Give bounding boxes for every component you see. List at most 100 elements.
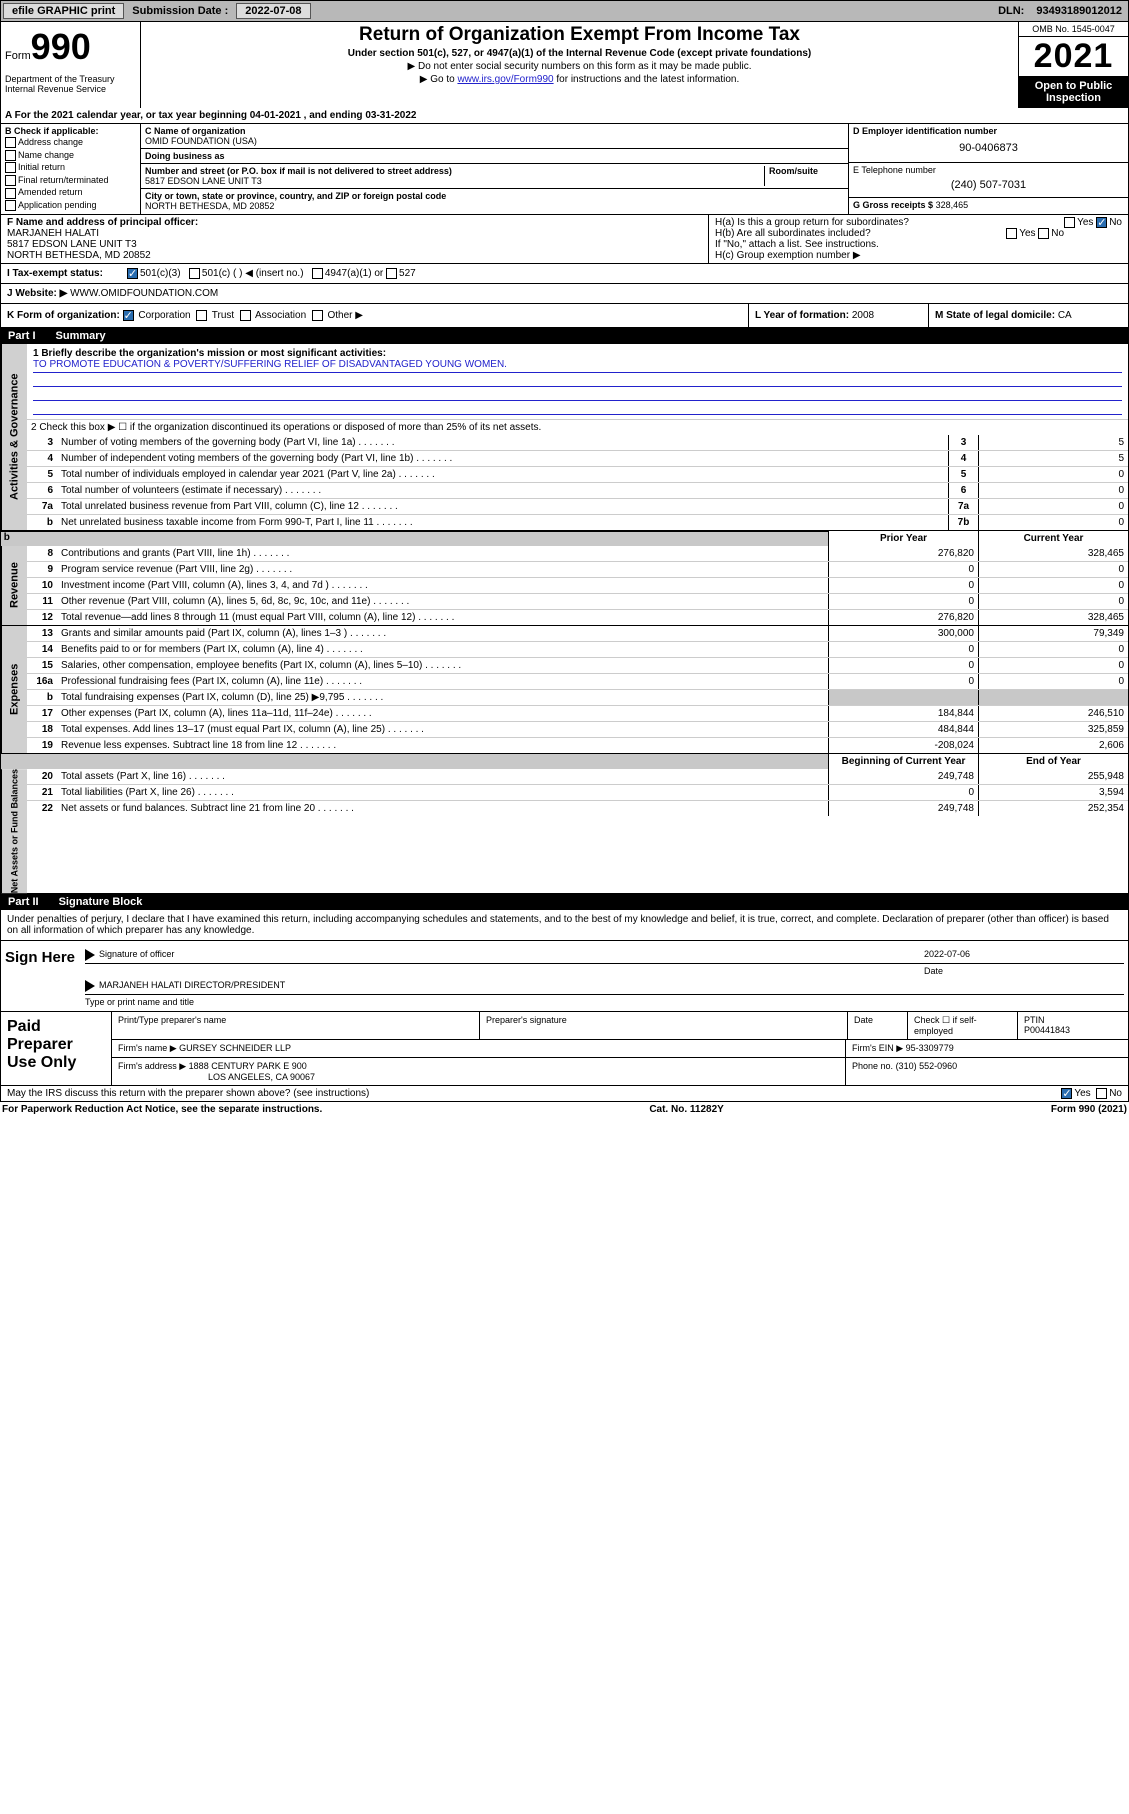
firm-name: GURSEY SCHNEIDER LLP	[179, 1043, 291, 1053]
summary-line: 12Total revenue—add lines 8 through 11 (…	[27, 609, 1128, 625]
chk-4947[interactable]	[312, 268, 323, 279]
submission-label: Submission Date :	[126, 5, 234, 17]
ptin-value: P00441843	[1024, 1025, 1122, 1035]
firm-addr2: LOS ANGELES, CA 90067	[118, 1072, 839, 1082]
irs-label: Internal Revenue Service	[5, 84, 136, 94]
lbl-trust: Trust	[212, 310, 234, 321]
city-value: NORTH BETHESDA, MD 20852	[145, 201, 844, 211]
summary-line: 4Number of independent voting members of…	[27, 450, 1128, 466]
summary-line: 13Grants and similar amounts paid (Part …	[27, 626, 1128, 641]
firm-name-label: Firm's name ▶	[118, 1043, 177, 1053]
year-box: OMB No. 1545-0047 2021 Open to Public In…	[1018, 22, 1128, 108]
chk-final-return[interactable]: Final return/terminated	[5, 174, 136, 187]
firm-addr-label: Firm's address ▶	[118, 1061, 186, 1071]
chk-501c[interactable]	[189, 268, 200, 279]
sig-date-label: Date	[924, 966, 1124, 976]
summary-line: 19Revenue less expenses. Subtract line 1…	[27, 737, 1128, 753]
addr-label: Number and street (or P.O. box if mail i…	[145, 166, 764, 176]
col-b-checkboxes: B Check if applicable: Address change Na…	[1, 124, 141, 214]
hb-label: H(b) Are all subordinates included?	[715, 228, 871, 239]
org-name-label: C Name of organization	[145, 126, 844, 136]
arrow-icon	[85, 949, 95, 961]
ha-yes-checkbox[interactable]	[1064, 217, 1075, 228]
hb-no: No	[1051, 228, 1064, 239]
discuss-yes-checkbox[interactable]	[1061, 1088, 1072, 1099]
begin-year-hdr: Beginning of Current Year	[828, 754, 978, 769]
chk-initial-return[interactable]: Initial return	[5, 161, 136, 174]
col-b-label: B Check if applicable:	[5, 126, 136, 136]
open-public-badge: Open to Public Inspection	[1019, 76, 1128, 108]
summary-line: 7aTotal unrelated business revenue from …	[27, 498, 1128, 514]
chk-amended-return[interactable]: Amended return	[5, 186, 136, 199]
prior-current-header: b Prior Year Current Year	[1, 530, 1128, 546]
lbl-501c3: 501(c)(3)	[140, 268, 181, 279]
row-fh: F Name and address of principal officer:…	[0, 215, 1129, 264]
efile-print-button[interactable]: efile GRAPHIC print	[3, 3, 124, 19]
expenses-section: Expenses 13Grants and similar amounts pa…	[1, 625, 1128, 753]
discuss-text: May the IRS discuss this return with the…	[7, 1088, 1061, 1099]
form-title: Return of Organization Exempt From Incom…	[149, 24, 1010, 46]
goto-line: ▶ Go to www.irs.gov/Form990 for instruct…	[149, 74, 1010, 85]
header-block-bcd: B Check if applicable: Address change Na…	[0, 124, 1129, 215]
chk-name-change[interactable]: Name change	[5, 149, 136, 162]
hb-note: If "No," attach a list. See instructions…	[715, 239, 1122, 250]
firm-ein-label: Firm's EIN ▶	[852, 1043, 903, 1053]
mission-block: 1 Briefly describe the organization's mi…	[27, 344, 1128, 419]
chk-address-change[interactable]: Address change	[5, 136, 136, 149]
ha-no-checkbox[interactable]	[1096, 217, 1107, 228]
state-domicile-label: M State of legal domicile:	[935, 310, 1055, 321]
dln-value: 93493189012012	[1030, 5, 1128, 17]
hb-no-checkbox[interactable]	[1038, 228, 1049, 239]
hb-yes: Yes	[1019, 228, 1035, 239]
na-header: Beginning of Current Year End of Year	[1, 753, 1128, 769]
summary-line: 16aProfessional fundraising fees (Part I…	[27, 673, 1128, 689]
summary-line: 3Number of voting members of the governi…	[27, 435, 1128, 450]
paid-preparer-block: Paid Preparer Use Only Print/Type prepar…	[1, 1011, 1128, 1085]
goto-pre: ▶ Go to	[420, 74, 458, 85]
arrow-icon	[85, 980, 95, 992]
chk-other[interactable]	[312, 310, 323, 321]
hc-label: H(c) Group exemption number ▶	[715, 250, 1122, 261]
omb-number: OMB No. 1545-0047	[1019, 22, 1128, 37]
gross-value: 328,465	[936, 200, 969, 210]
summary-line: 8Contributions and grants (Part VIII, li…	[27, 546, 1128, 561]
mission-line3	[33, 387, 1122, 401]
discuss-no-checkbox[interactable]	[1096, 1088, 1107, 1099]
part1-title: Summary	[56, 330, 106, 342]
state-domicile-value: CA	[1058, 310, 1072, 321]
perjury-declaration: Under penalties of perjury, I declare th…	[1, 910, 1128, 941]
hb-yes-checkbox[interactable]	[1006, 228, 1017, 239]
tax-status-label: I Tax-exempt status:	[7, 268, 127, 279]
dept-treasury: Department of the Treasury	[5, 74, 136, 84]
firm-phone-label: Phone no.	[852, 1061, 893, 1071]
form-label: Form	[5, 50, 31, 62]
revenue-section: Revenue 8Contributions and grants (Part …	[1, 546, 1128, 625]
discuss-row: May the IRS discuss this return with the…	[0, 1086, 1129, 1102]
paid-preparer-label: Paid Preparer Use Only	[1, 1012, 111, 1085]
ha-no: No	[1109, 217, 1122, 228]
chk-501c3[interactable]	[127, 268, 138, 279]
officer-label: F Name and address of principal officer:	[7, 217, 702, 228]
irs-link[interactable]: www.irs.gov/Form990	[457, 74, 553, 85]
chk-association[interactable]	[240, 310, 251, 321]
topbar: efile GRAPHIC print Submission Date : 20…	[0, 0, 1129, 22]
ein-value: 90-0406873	[853, 136, 1124, 160]
lbl-corp: Corporation	[138, 310, 190, 321]
form-subtitle: Under section 501(c), 527, or 4947(a)(1)…	[149, 48, 1010, 59]
chk-application-pending[interactable]: Application pending	[5, 199, 136, 212]
preparer-name-label: Print/Type preparer's name	[112, 1012, 480, 1039]
chk-trust[interactable]	[196, 310, 207, 321]
ha-label: H(a) Is this a group return for subordin…	[715, 217, 909, 228]
summary-line: 5Total number of individuals employed in…	[27, 466, 1128, 482]
chk-corporation[interactable]	[123, 310, 134, 321]
city-label: City or town, state or province, country…	[145, 191, 844, 201]
self-employed-check[interactable]: Check ☐ if self-employed	[908, 1012, 1018, 1039]
sig-officer-label: Signature of officer	[99, 949, 924, 961]
preparer-sig-label: Preparer's signature	[480, 1012, 848, 1039]
chk-527[interactable]	[386, 268, 397, 279]
k-label: K Form of organization:	[7, 310, 120, 321]
part2-title: Signature Block	[59, 896, 143, 908]
submission-date-button[interactable]: 2022-07-08	[236, 3, 310, 19]
netassets-section: Net Assets or Fund Balances 20Total asse…	[1, 769, 1128, 893]
summary-line: bNet unrelated business taxable income f…	[27, 514, 1128, 530]
